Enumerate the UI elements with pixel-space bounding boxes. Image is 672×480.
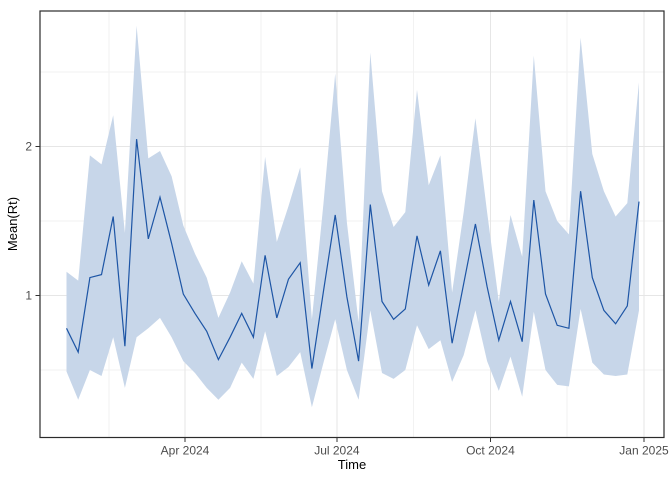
x-axis-tick-labels: Apr 2024 Jul 2024 Oct 2024 Jan 2025 <box>161 444 669 458</box>
panel-border <box>39 10 665 439</box>
x-axis-title: Time <box>338 457 366 472</box>
x-tick-label: Jan 2025 <box>619 444 669 458</box>
x-tick-label: Apr 2024 <box>161 444 210 458</box>
axis-tick-marks <box>35 146 645 442</box>
y-axis-title: Mean(Rt) <box>5 197 20 251</box>
y-tick-label: 1 <box>25 289 32 303</box>
mean-rt-line <box>65 139 640 369</box>
y-tick-label: 2 <box>25 140 32 154</box>
x-tick-label: Oct 2024 <box>466 444 515 458</box>
confidence-ribbon <box>66 25 639 408</box>
y-axis-tick-labels: 12 <box>25 140 32 303</box>
x-tick-label: Jul 2024 <box>314 444 360 458</box>
